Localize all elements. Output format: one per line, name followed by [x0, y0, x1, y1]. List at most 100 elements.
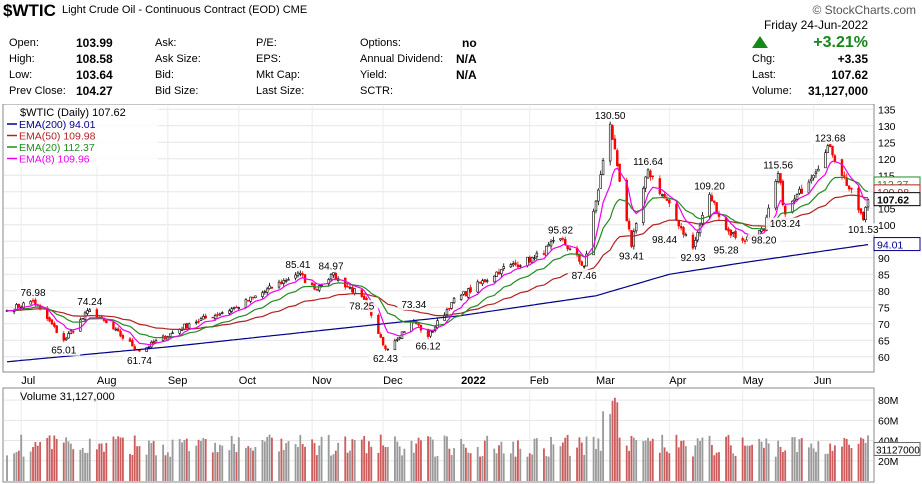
volume-bar [247, 446, 250, 481]
volume-bar [609, 414, 612, 481]
annotation-background [314, 259, 348, 272]
volume-bar [252, 450, 254, 481]
volume-bar [266, 436, 269, 481]
volume-bar [382, 445, 385, 481]
volume-bar [195, 445, 198, 481]
volume-bar [103, 451, 105, 481]
date-x-axis: Jul Aug Sep Oct Nov Dec 2022 Feb Mar Apr May Jun [21, 375, 831, 387]
candle-body [145, 347, 148, 352]
volume-bar [228, 450, 231, 481]
candle-body [445, 308, 449, 315]
volume-bar [583, 454, 586, 481]
volume-tick-label: 20M [878, 456, 898, 468]
x-tick-label: Nov [312, 375, 332, 387]
candle-body [481, 280, 484, 285]
candle-body [582, 265, 586, 268]
volume-bar [133, 435, 136, 481]
candle-body [263, 291, 267, 293]
candle-body [282, 279, 285, 284]
candle-body [668, 199, 671, 204]
open-value: 103.99 [76, 36, 113, 50]
volume-bar [88, 438, 91, 481]
candle-body [353, 288, 356, 294]
candle-body [665, 198, 669, 201]
volume-bar [396, 441, 399, 481]
price-tick-label: 130 [878, 121, 896, 133]
candle-body [131, 340, 134, 347]
candle-body [502, 266, 505, 270]
volume-bar [710, 445, 713, 481]
candle-body [386, 348, 390, 351]
candle-body [448, 307, 451, 310]
volume-bar [51, 449, 53, 481]
annotation-background [614, 250, 648, 263]
candle-body [64, 337, 68, 341]
price-annotation: 76.98 [21, 288, 46, 299]
volume-bar [760, 441, 763, 481]
volume-bar [729, 445, 732, 481]
candle-body [133, 346, 136, 350]
volume-bar [531, 454, 534, 481]
candle-body [493, 275, 496, 283]
candle-body [53, 323, 56, 327]
volume-bar [55, 438, 58, 481]
candle-body [774, 181, 777, 209]
candle-body [197, 320, 200, 323]
ema200-line [6, 244, 869, 363]
volume-bar [796, 452, 798, 481]
candle-body [509, 264, 513, 268]
low-label: Low: [9, 69, 33, 81]
candle-body [627, 220, 631, 230]
volume-bar [398, 446, 401, 481]
volume-bar [476, 447, 479, 481]
price-annotation: 93.41 [619, 252, 644, 263]
candle-body [859, 208, 863, 214]
symbol: $WTIC [3, 1, 56, 20]
volume-bar [514, 456, 517, 481]
volume-bar [377, 452, 380, 481]
prev-close-value: 104.27 [76, 84, 113, 98]
volume-bar [145, 454, 148, 481]
volume-bar [486, 435, 489, 481]
candle-body [459, 294, 463, 300]
annotation-background [810, 132, 850, 145]
candle-body [55, 325, 58, 333]
description-text: Light Crude Oil - Continuous Contract (E… [62, 4, 280, 16]
price-tick-label: 105 [878, 203, 896, 215]
volume-bar [618, 437, 621, 481]
volume-bar [578, 437, 581, 481]
volume-bar [533, 438, 536, 481]
candle-body [410, 321, 413, 332]
ask-label: Ask: [155, 37, 177, 49]
candle-body [812, 174, 815, 179]
x-tick-label: Apr [669, 375, 686, 387]
candle-body [235, 306, 238, 309]
volume-bar [469, 453, 472, 481]
candle-body [299, 272, 302, 275]
volume-bar [332, 454, 335, 481]
volume-bar [367, 441, 370, 481]
x-tick-label: Oct [239, 375, 256, 387]
candle-body [862, 212, 865, 221]
volume-bar [237, 437, 240, 481]
candle-body [760, 228, 763, 232]
candle-body [72, 331, 75, 333]
annotation-background [765, 217, 805, 230]
candle-body [346, 286, 349, 288]
price-tick-label: 120 [878, 154, 896, 166]
candle-body [251, 296, 255, 299]
volume-bar [181, 442, 183, 481]
volume-bar [460, 438, 463, 481]
volume-bar [129, 453, 131, 481]
candle-body [301, 273, 304, 276]
volume-bar [793, 437, 796, 481]
annotation-background [690, 179, 729, 192]
eps-label: EPS: [256, 53, 282, 65]
candle-body [864, 207, 867, 221]
volume-bar [467, 452, 470, 481]
volume-bar [363, 436, 366, 481]
candle-body [798, 188, 801, 194]
volume-bar [313, 443, 316, 481]
value-tag: 107.62 [877, 195, 909, 207]
candle-body [381, 336, 385, 346]
